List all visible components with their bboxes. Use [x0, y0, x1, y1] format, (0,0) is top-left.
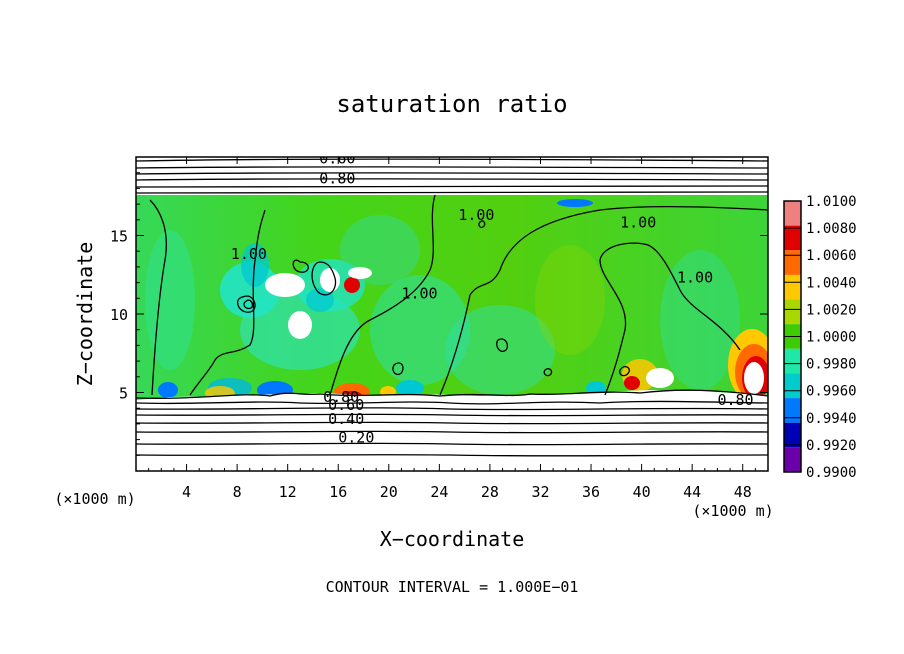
colorbar-label: 1.0100	[806, 194, 857, 210]
contour-labels: 0.600.801.001.001.00 1.001.000.800.600.40…	[231, 149, 754, 447]
x-tick-label: 44	[683, 483, 701, 501]
colorbar-label: 1.0020	[806, 302, 857, 318]
colorbar-swatch	[784, 373, 801, 399]
x-tick-label: 8	[233, 483, 242, 501]
contour-lines	[136, 158, 768, 457]
y-tick-label: 15	[110, 228, 128, 246]
unsaturated-regions	[136, 157, 768, 471]
x-tick-label: 32	[531, 483, 549, 501]
x-axis: 4 8 12 16 20 24 28 32 36 40 44 48	[148, 157, 756, 501]
colorbar-swatch	[784, 398, 801, 423]
colorbar-swatch	[784, 250, 801, 275]
colorbar-label: 1.0000	[806, 330, 857, 346]
colorbar-swatch	[784, 201, 801, 226]
colorbar-label: 0.9920	[806, 438, 857, 454]
x-tick-label: 40	[633, 483, 651, 501]
colorbar-swatch	[784, 299, 801, 325]
colorbar-label: 1.0080	[806, 221, 857, 237]
colorbar-swatch	[784, 225, 801, 251]
contour-label: 1.00	[401, 284, 437, 302]
colorbar-label: 0.9900	[806, 465, 857, 481]
colorbar: 1.0100 1.0080 1.0060 1.0040 1.0020 1.0000 0.99…	[783, 194, 857, 481]
x-tick-label: 28	[481, 483, 499, 501]
x-axis-title: X−coordinate	[380, 527, 525, 551]
x-tick-label: 24	[430, 483, 448, 501]
x-tick-label: 20	[380, 483, 398, 501]
contour-label: 1.00	[620, 214, 656, 232]
colorbar-swatch	[784, 348, 801, 374]
contour-label: 1.00	[677, 269, 713, 287]
y-tick-label: 5	[119, 385, 128, 403]
x-unit-label-left: (×1000 m)	[54, 490, 135, 508]
x-tick-label: 12	[279, 483, 297, 501]
y-axis: 5 10 15	[110, 172, 768, 456]
contour-interval-note: CONTOUR INTERVAL = 1.000E−01	[326, 578, 579, 596]
x-unit-label-right: (×1000 m)	[692, 502, 773, 520]
colorbar-label: 0.9940	[806, 411, 857, 427]
x-tick-label: 48	[734, 483, 752, 501]
x-tick-label: 16	[329, 483, 347, 501]
x-tick-label: 4	[182, 483, 191, 501]
contour-label: 0.60	[328, 396, 364, 414]
contour-label: 0.80	[319, 170, 355, 188]
contour-label: 0.80	[717, 391, 753, 409]
y-axis-title: Z−coordinate	[73, 242, 97, 387]
plot-area: 0.600.801.001.001.00 1.001.000.800.600.40…	[136, 149, 768, 471]
x-tick-label: 36	[582, 483, 600, 501]
y-tick-label: 10	[110, 306, 128, 324]
colorbar-label: 0.9960	[806, 384, 857, 400]
colorbar-swatch	[784, 447, 801, 472]
chart-title: saturation ratio	[336, 90, 567, 118]
contour-label: 0.80	[323, 388, 359, 406]
colorbar-swatch	[784, 422, 801, 448]
colorbar-label: 0.9980	[806, 357, 857, 373]
contour-label: 0.60	[319, 149, 355, 167]
contour-label: 1.00	[231, 245, 267, 263]
contour-label: 0.20	[338, 429, 374, 447]
colorbar-label: 1.0060	[806, 248, 857, 264]
contour-label: 1.00	[458, 206, 494, 224]
contour-label: 0.40	[328, 410, 364, 428]
colorbar-swatch	[784, 274, 801, 300]
colorbar-label: 1.0040	[806, 275, 857, 291]
